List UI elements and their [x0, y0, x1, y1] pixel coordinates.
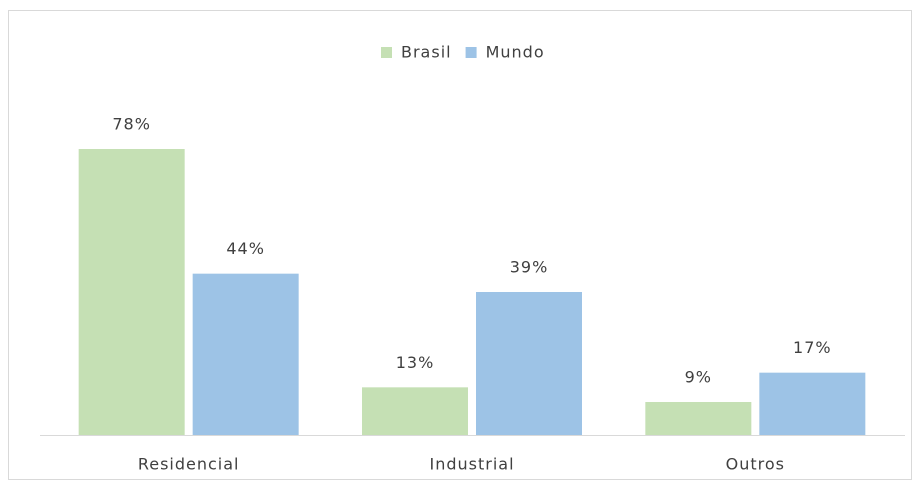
bar — [476, 292, 582, 435]
data-label: 13% — [396, 353, 435, 372]
data-label: 39% — [510, 258, 549, 277]
x-tick-label: Residencial — [138, 455, 240, 474]
legend-label: Mundo — [486, 43, 545, 62]
x-tick-label: Outros — [726, 455, 785, 474]
bar — [78, 149, 185, 435]
bar — [759, 372, 866, 435]
legend-swatch — [381, 47, 392, 58]
bar — [192, 273, 299, 435]
x-tick-label: Industrial — [429, 455, 514, 474]
bar — [362, 387, 468, 435]
data-label: 9% — [685, 368, 712, 387]
data-label: 17% — [793, 338, 832, 357]
legend-label: Brasil — [401, 43, 452, 62]
data-label: 78% — [112, 115, 151, 134]
legend-swatch — [465, 47, 477, 58]
bar — [645, 402, 752, 435]
data-label: 44% — [226, 239, 265, 258]
